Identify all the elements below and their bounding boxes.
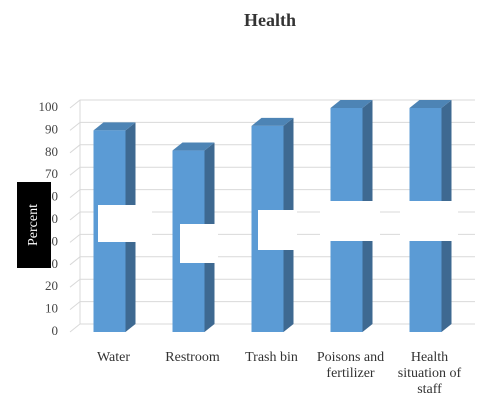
x-tick-label: Poisons and fertilizer (316, 350, 385, 381)
y-label-box (17, 182, 51, 268)
y-tick-label: 70 (45, 166, 58, 181)
y-tick-label: 20 (45, 278, 58, 293)
bar-top (93, 122, 136, 131)
bar-top (172, 142, 215, 151)
y-tick-label: 80 (45, 144, 58, 159)
x-tick-label: Health situation of staff (397, 350, 462, 397)
redaction (258, 210, 297, 250)
y-tick-label: 90 (45, 121, 58, 136)
y-tick-label: 0 (52, 323, 59, 338)
chart-title: Health (244, 10, 296, 30)
x-tick-label: Trash bin (245, 350, 298, 365)
bar-top (409, 100, 452, 108)
redaction (320, 201, 380, 241)
y-tick-label: 100 (39, 99, 59, 114)
redactions (98, 201, 458, 263)
y-axis-label: Percent (26, 204, 41, 246)
redaction (98, 205, 152, 242)
redaction (400, 201, 458, 241)
x-tick-label: Restroom (165, 350, 220, 365)
x-tick-label: Water (96, 350, 131, 365)
bar-top (251, 117, 294, 126)
redaction (180, 224, 218, 263)
y-tick-label: 10 (45, 301, 58, 316)
bar-top (330, 100, 373, 108)
